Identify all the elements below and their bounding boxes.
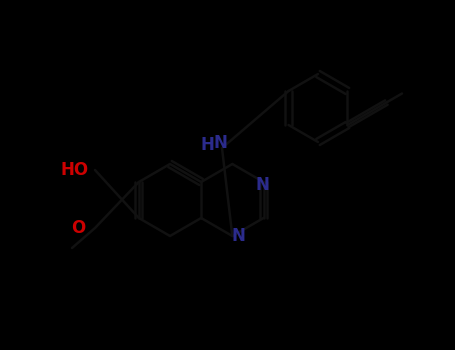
Text: H: H [200, 136, 214, 154]
Text: N: N [213, 134, 227, 152]
Text: O: O [71, 219, 85, 237]
Text: HO: HO [61, 161, 89, 179]
Text: N: N [231, 227, 245, 245]
Text: N: N [255, 176, 269, 194]
